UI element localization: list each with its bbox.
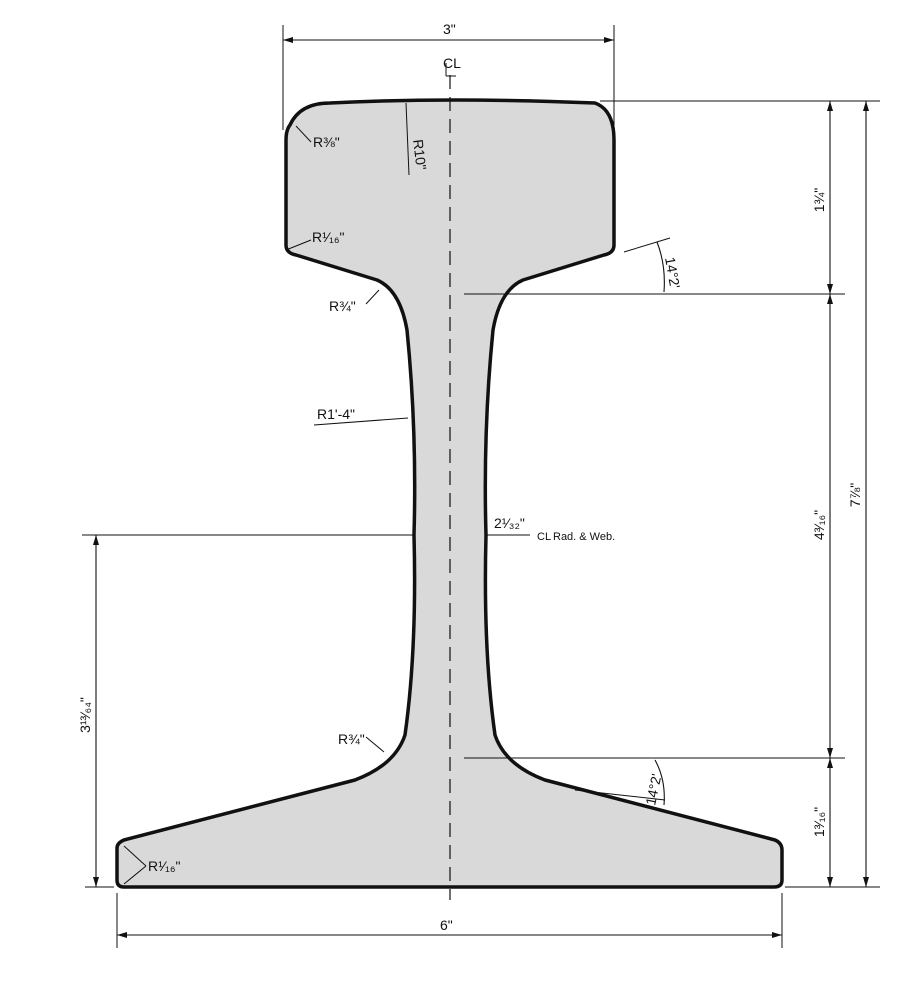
svg-text:R1'-4": R1'-4"	[317, 406, 355, 422]
svg-text:R¹⁄₁₆": R¹⁄₁₆"	[148, 858, 180, 874]
svg-text:2¹⁄₃₂": 2¹⁄₃₂"	[494, 515, 525, 531]
svg-text:R¹⁄₁₆": R¹⁄₁₆"	[312, 229, 344, 245]
radius-callouts: R⅜" R10" R¹⁄₁₆" R¾" R1'-4" R¾" R¹⁄₁₆"	[123, 102, 430, 885]
svg-text:1³⁄₁₆": 1³⁄₁₆"	[811, 807, 827, 837]
svg-text:R10": R10"	[410, 138, 430, 170]
svg-text:4³⁄₁₆": 4³⁄₁₆"	[811, 510, 827, 540]
svg-text:6": 6"	[440, 917, 453, 933]
svg-text:3": 3"	[443, 21, 456, 37]
svg-text:14°2': 14°2'	[642, 772, 664, 806]
head-width-dimension: 3"	[282, 21, 615, 135]
svg-text:CL: CL	[537, 531, 551, 543]
svg-text:R⅜": R⅜"	[313, 134, 340, 150]
svg-text:1¾": 1¾"	[811, 188, 827, 212]
base-width-dimension: 6"	[116, 893, 783, 948]
svg-text:14°2': 14°2'	[662, 256, 683, 290]
svg-text:R¾": R¾"	[338, 731, 365, 747]
svg-text:R¾": R¾"	[329, 298, 356, 314]
svg-text:Rad. & Web.: Rad. & Web.	[553, 531, 615, 543]
svg-text:3¹³⁄₆₄": 3¹³⁄₆₄"	[77, 697, 93, 733]
centerline-symbol: CL	[443, 55, 461, 71]
web-thickness-dimension: 2¹⁄₃₂" CL Rad. & Web.	[486, 515, 615, 543]
right-vertical-dimensions: 1¾" 4³⁄₁₆" 1³⁄₁₆" 7⅞"	[464, 100, 880, 888]
neutral-axis-dimension: 3¹³⁄₆₄"	[77, 534, 414, 888]
angle-callouts: 14°2' 14°2'	[574, 237, 683, 807]
svg-text:7⅞": 7⅞"	[847, 483, 863, 507]
